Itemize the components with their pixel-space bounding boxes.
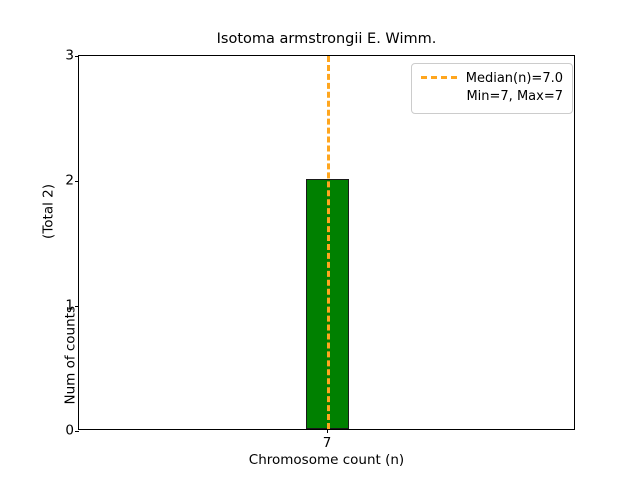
y-axis-label-total: (Total 2) — [40, 184, 57, 239]
legend-label-median: Median(n)=7.0 — [465, 71, 563, 86]
y-tick-label: 1 — [65, 297, 74, 314]
x-tick-label: 7 — [322, 435, 332, 451]
y-axis-label-group: Num of counts (Total 2) — [20, 55, 78, 430]
plot-area: 0 1 2 3 7 Median(n)=7.0 Min=7, Max — [65, 49, 575, 450]
page-title: Isotoma armstrongii E. Wimm. — [216, 31, 437, 47]
y-tick-label: 0 — [65, 422, 74, 439]
y-axis-label: Num of counts — [62, 306, 79, 405]
y-tick-label: 2 — [65, 172, 74, 189]
y-tick-mark — [75, 431, 79, 432]
legend-dash-icon — [420, 76, 457, 79]
y-tick-mark — [75, 306, 79, 307]
y-tick-label: 3 — [65, 47, 74, 64]
legend-entry-median: Median(n)=7.0 Min=7, Max=7 — [466, 70, 563, 106]
y-tick-mark — [75, 181, 79, 182]
x-axis-label: Chromosome count (n) — [248, 452, 405, 468]
y-tick-mark — [75, 56, 79, 57]
x-tick-mark — [327, 429, 328, 433]
legend[interactable]: Median(n)=7.0 Min=7, Max=7 — [410, 63, 573, 114]
legend-label-minmax: Min=7, Max=7 — [466, 89, 563, 104]
median-line — [327, 56, 330, 429]
